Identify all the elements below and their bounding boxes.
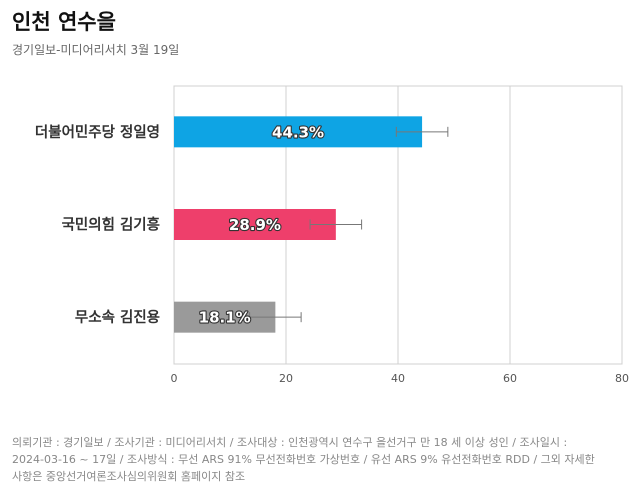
bars <box>174 116 449 333</box>
value-label-3: 18.1% <box>199 309 251 327</box>
x-tick-label-80: 80 <box>615 372 629 385</box>
x-tick-label-20: 20 <box>279 372 293 385</box>
category-label-1: 더불어민주당 정일영 <box>35 123 160 141</box>
footnote-line-1: 의뢰기관 : 경기일보 / 조사기관 : 미디어리서치 / 조사대상 : 인천광… <box>12 436 568 449</box>
x-tick-label-60: 60 <box>503 372 517 385</box>
survey-footnote: 의뢰기관 : 경기일보 / 조사기관 : 미디어리서치 / 조사대상 : 인천광… <box>12 434 628 485</box>
value-label-2: 28.9% <box>229 216 281 234</box>
category-label-2: 국민의힘 김기흥 <box>62 216 160 234</box>
page-subtitle: 경기일보-미디어리서치 3월 19일 <box>12 43 180 57</box>
labels: 0 20 40 60 80 44.3% 더불어민주당 정일영 28.9% 국민의힘 김기흥 18.… <box>35 122 629 385</box>
category-label-3: 무소속 김진용 <box>75 308 160 326</box>
bar-1 <box>174 116 423 148</box>
footnote-line-3: 사항은 중앙선거여론조사심의위원회 홈페이지 참조 <box>12 470 246 483</box>
x-tick-label-0: 0 <box>171 372 178 385</box>
bar-chart: 0 20 40 60 80 44.3% 더불어민주당 정일영 28.9% 국민의힘 김기흥 18.… <box>35 85 629 385</box>
bar-2 <box>174 209 336 240</box>
page-title: 인천 연수을 <box>12 10 116 34</box>
footnote-line-2: 2024-03-16 ~ 17일 / 조사방식 : 무선 ARS 91% 무선전… <box>12 453 595 466</box>
x-tick-label-40: 40 <box>391 372 405 385</box>
value-label-1: 44.3% <box>272 123 324 141</box>
